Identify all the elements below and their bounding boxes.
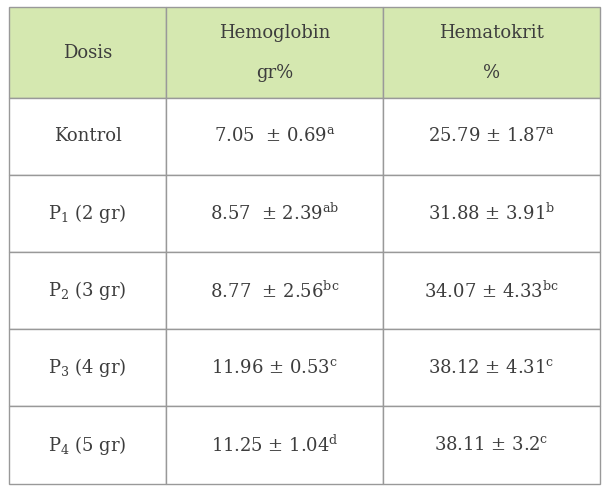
Text: %: % xyxy=(483,63,500,82)
Text: Dosis: Dosis xyxy=(63,44,112,61)
FancyBboxPatch shape xyxy=(166,407,383,484)
Text: 34.07 ± 4.33$^{\mathregular{bc}}$: 34.07 ± 4.33$^{\mathregular{bc}}$ xyxy=(425,280,559,301)
FancyBboxPatch shape xyxy=(383,98,600,175)
Text: 31.88 ± 3.91$^{\mathregular{b}}$: 31.88 ± 3.91$^{\mathregular{b}}$ xyxy=(428,203,555,224)
FancyBboxPatch shape xyxy=(9,329,166,407)
FancyBboxPatch shape xyxy=(9,98,166,175)
FancyBboxPatch shape xyxy=(383,7,600,98)
FancyBboxPatch shape xyxy=(383,252,600,329)
Text: 8.57  ± 2.39$^{\mathregular{ab}}$: 8.57 ± 2.39$^{\mathregular{ab}}$ xyxy=(210,203,339,224)
Text: P$_{\mathregular{2}}$ (3 gr): P$_{\mathregular{2}}$ (3 gr) xyxy=(48,279,127,302)
Text: Kontrol: Kontrol xyxy=(54,128,121,145)
Text: P$_{\mathregular{1}}$ (2 gr): P$_{\mathregular{1}}$ (2 gr) xyxy=(48,202,127,225)
Text: gr%: gr% xyxy=(256,63,293,82)
Text: 8.77  ± 2.56$^{\mathregular{bc}}$: 8.77 ± 2.56$^{\mathregular{bc}}$ xyxy=(210,280,339,301)
Text: Hemoglobin: Hemoglobin xyxy=(219,24,330,42)
Text: 25.79 ± 1.87$^{\mathregular{a}}$: 25.79 ± 1.87$^{\mathregular{a}}$ xyxy=(428,128,555,145)
FancyBboxPatch shape xyxy=(166,7,383,98)
FancyBboxPatch shape xyxy=(166,175,383,252)
Text: 38.12 ± 4.31$^{\mathregular{c}}$: 38.12 ± 4.31$^{\mathregular{c}}$ xyxy=(428,359,555,377)
FancyBboxPatch shape xyxy=(383,329,600,407)
FancyBboxPatch shape xyxy=(166,98,383,175)
Text: 11.96 ± 0.53$^{\mathregular{c}}$: 11.96 ± 0.53$^{\mathregular{c}}$ xyxy=(211,359,338,377)
FancyBboxPatch shape xyxy=(166,329,383,407)
Text: P$_{\mathregular{4}}$ (5 gr): P$_{\mathregular{4}}$ (5 gr) xyxy=(48,434,127,457)
FancyBboxPatch shape xyxy=(383,407,600,484)
Text: 7.05  ± 0.69$^{\mathregular{a}}$: 7.05 ± 0.69$^{\mathregular{a}}$ xyxy=(214,128,336,145)
FancyBboxPatch shape xyxy=(9,252,166,329)
FancyBboxPatch shape xyxy=(383,175,600,252)
Text: Hematokrit: Hematokrit xyxy=(439,24,544,42)
FancyBboxPatch shape xyxy=(9,175,166,252)
FancyBboxPatch shape xyxy=(9,7,166,98)
Text: P$_{\mathregular{3}}$ (4 gr): P$_{\mathregular{3}}$ (4 gr) xyxy=(48,356,127,380)
Text: 38.11 ± 3.2$^{\mathregular{c}}$: 38.11 ± 3.2$^{\mathregular{c}}$ xyxy=(434,436,549,454)
Text: 11.25 ± 1.04$^{\mathregular{d}}$: 11.25 ± 1.04$^{\mathregular{d}}$ xyxy=(211,435,339,456)
FancyBboxPatch shape xyxy=(166,252,383,329)
FancyBboxPatch shape xyxy=(9,407,166,484)
